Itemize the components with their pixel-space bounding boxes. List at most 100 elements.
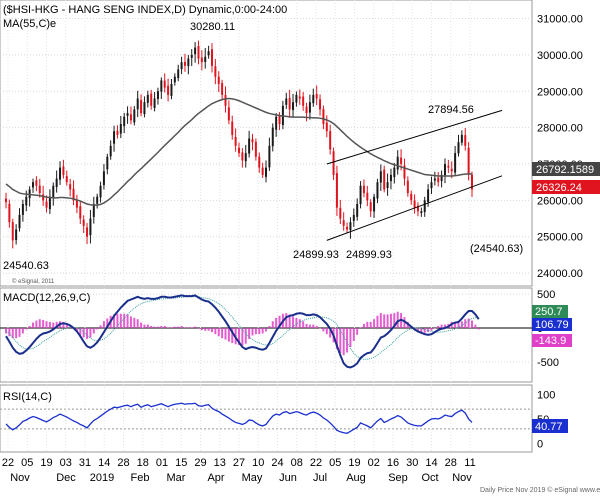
candle-body — [298, 96, 301, 99]
candle-body — [366, 192, 369, 201]
macd-histogram-bar — [292, 316, 295, 329]
candle-body — [285, 98, 288, 105]
macd-histogram-bar — [38, 319, 41, 329]
candle-body — [133, 109, 136, 123]
x-month-label: Nov — [10, 472, 30, 484]
macd-histogram-bar — [89, 328, 92, 338]
macd-histogram-bar — [167, 327, 170, 329]
channel-upper-line — [326, 109, 503, 165]
macd-histogram-bar — [329, 328, 332, 338]
candle-body — [383, 169, 386, 190]
x-month-label: Apr — [207, 472, 224, 484]
candle-body — [268, 145, 271, 168]
x-day-label: 27 — [233, 457, 245, 469]
x-day-label: 28 — [445, 457, 457, 469]
candle-body — [102, 171, 105, 186]
x-day-label: 16 — [387, 457, 399, 469]
macd-histogram-bar — [18, 328, 21, 337]
candle-body — [386, 182, 389, 188]
price-tick-label: 31000.00 — [537, 14, 583, 26]
x-day-label: 28 — [117, 457, 129, 469]
candle-body — [48, 196, 51, 210]
macd-histogram-bar — [177, 326, 180, 329]
candle-body — [403, 165, 406, 179]
macd-histogram-bar — [265, 328, 268, 332]
candle-body — [443, 164, 446, 176]
candle-body — [241, 152, 244, 161]
candle-body — [59, 167, 62, 180]
candle-body — [109, 145, 112, 157]
candle-body — [146, 94, 149, 103]
candle-body — [420, 211, 423, 214]
candle-body — [150, 93, 153, 106]
x-month-label: May — [242, 472, 263, 484]
macd-histogram-bar — [190, 327, 193, 329]
chart-title: ($HSI-HKG - HANG SENG INDEX,D) Dynamic,0… — [3, 4, 287, 16]
macd-histogram-bar — [302, 321, 305, 329]
x-month-label: Dec — [56, 472, 76, 484]
macd-histogram-bar — [52, 322, 55, 329]
macd-histogram-bar — [379, 313, 382, 329]
macd-histogram-bar — [21, 328, 24, 334]
candle-body — [410, 193, 413, 201]
candle-body — [163, 80, 166, 88]
candle-body — [224, 95, 227, 106]
macd-panel — [0, 287, 533, 383]
candle-body — [254, 141, 257, 157]
macd-histogram-bar — [8, 328, 11, 337]
macd-histogram-bar — [471, 320, 473, 329]
macd-histogram-bar — [173, 326, 176, 329]
macd-histogram-bar — [362, 323, 365, 329]
x-day-label: 05 — [329, 457, 341, 469]
price-panel — [0, 0, 533, 287]
x-day-label: 08 — [291, 457, 303, 469]
candle-body — [190, 54, 193, 58]
macd-histogram-bar — [268, 325, 271, 329]
macd-histogram-bar — [69, 325, 72, 329]
macd-histogram-bar — [92, 328, 95, 334]
macd-histogram-bar — [180, 325, 183, 329]
macd-histogram-bar — [298, 319, 301, 329]
macd-histogram-bar — [194, 326, 197, 329]
candle-body — [8, 203, 11, 223]
macd-histogram-bar — [106, 318, 109, 329]
candle-body — [99, 185, 102, 198]
ma-value-badge — [532, 162, 600, 176]
x-day-label: 22 — [2, 457, 14, 469]
macd-histogram-bar — [396, 311, 399, 329]
ma55-line — [5, 97, 472, 206]
rsi-title: RSI(14,C) — [3, 391, 52, 403]
macd-histogram-bar — [207, 328, 210, 331]
macd-histogram-bar — [315, 325, 318, 329]
macd-histogram-bar — [457, 322, 460, 329]
price-tick-label: 29000.00 — [537, 86, 583, 98]
macd-histogram-bar — [25, 328, 28, 330]
macd-histogram-bar — [129, 316, 132, 329]
x-month-label: Aug — [346, 472, 366, 484]
candle-body — [406, 180, 409, 194]
x-month-label: Jun — [279, 472, 297, 484]
price-tick-label: 28000.00 — [537, 123, 583, 135]
macd-histogram-bar — [322, 328, 325, 332]
candle-body — [123, 116, 126, 127]
candle-body — [271, 127, 274, 147]
macd-histogram-bar — [335, 328, 338, 350]
candle-body — [440, 174, 443, 181]
candle-body — [467, 147, 470, 175]
price-tick-label: 30000.00 — [537, 50, 583, 62]
macd-histogram-bar — [393, 313, 396, 329]
candle-body — [116, 130, 119, 135]
candle-body — [373, 196, 376, 212]
candle-body — [82, 219, 85, 226]
macd-histogram-bar — [170, 327, 173, 329]
macd-histogram-bar — [197, 328, 200, 329]
macd-histogram-bar — [140, 322, 143, 329]
macd-histogram-bar — [231, 328, 234, 343]
macd-histogram-bar — [389, 313, 392, 329]
candle-body — [379, 171, 382, 183]
candle-body — [18, 214, 21, 229]
rsi-layer — [5, 402, 473, 434]
macd-histogram-bar — [244, 328, 247, 344]
x-month-label: 2019 — [90, 472, 114, 484]
